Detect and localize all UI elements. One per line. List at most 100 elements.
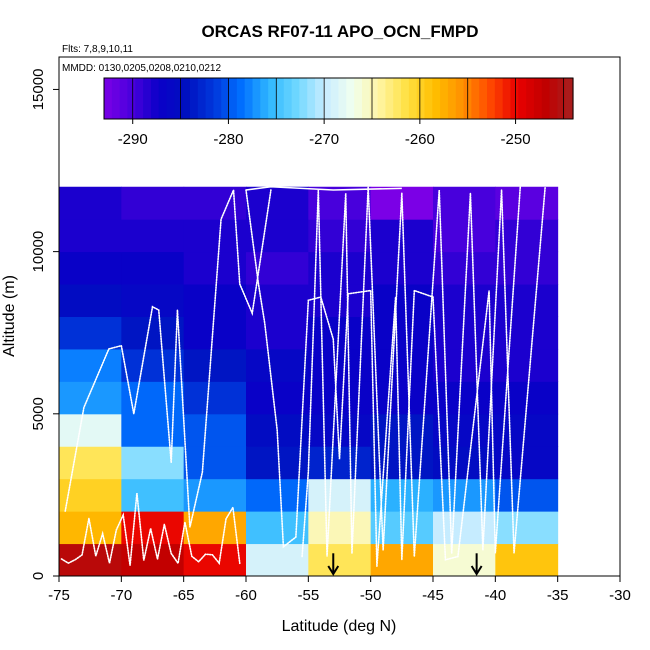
heatmap-cell	[370, 219, 434, 253]
colorbar-segment	[354, 78, 363, 119]
colorbar-segment	[401, 78, 410, 119]
colorbar-segment	[127, 78, 136, 119]
colorbar-segment	[111, 78, 121, 119]
colorbar-tick-label: -260	[405, 131, 435, 148]
y-tick-label: 0	[30, 572, 47, 580]
heatmap-cell	[433, 381, 496, 415]
plot-frame	[58, 56, 621, 577]
heatmap-cell	[495, 186, 559, 220]
heatmap-cell	[59, 543, 122, 577]
colorbar-segment	[275, 78, 285, 119]
heatmap-cell	[246, 478, 309, 512]
heatmap-cell	[433, 413, 496, 447]
colorbar-segment	[510, 78, 519, 119]
colorbar-segment	[369, 78, 379, 119]
colorbar-tick-label: -270	[309, 131, 339, 148]
heatmap-cell	[370, 316, 434, 350]
colorbar-segment	[205, 78, 215, 119]
heatmap-cell	[495, 348, 559, 382]
colorbar-segment	[533, 78, 543, 119]
flight-track	[301, 185, 547, 558]
heatmap-cell	[370, 446, 434, 480]
heatmap-cell	[308, 478, 372, 512]
colorbar-segment	[236, 78, 246, 119]
colorbar-segment	[557, 78, 566, 119]
markers	[327, 553, 483, 576]
colorbar-segment	[361, 78, 371, 119]
heatmap-cell	[433, 348, 496, 382]
y-tick-label: 15000	[30, 69, 47, 111]
heatmap-cell	[183, 543, 247, 577]
heatmap-cell	[495, 511, 559, 545]
heatmap-cell	[183, 316, 247, 350]
heatmap-cell	[183, 348, 247, 382]
colorbar-segment	[197, 78, 207, 119]
heatmap-cell	[495, 316, 559, 350]
colorbar-segment	[549, 78, 558, 119]
colorbar-segment	[291, 78, 301, 119]
colorbar-segment	[526, 78, 535, 119]
colorbar-segment	[432, 78, 441, 119]
flight-track	[245, 185, 402, 191]
heatmap-cell	[308, 348, 372, 382]
heatmap-cells	[59, 186, 559, 577]
heatmap-cell	[433, 511, 496, 545]
flight-track	[245, 185, 522, 567]
colorbar-segment	[174, 78, 183, 119]
colorbar-segment	[471, 78, 480, 119]
heatmap-cell	[433, 543, 496, 577]
colorbar-segment	[408, 78, 418, 119]
colorbar-segment	[338, 78, 347, 119]
x-tick-label: -35	[547, 587, 569, 604]
heatmap-cell	[495, 251, 559, 285]
flight-track	[60, 492, 241, 566]
colorbar-segment	[541, 78, 551, 119]
heatmap-cell	[183, 186, 247, 220]
colorbar-segment	[283, 78, 293, 119]
heatmap-cell	[308, 381, 372, 415]
heatmap-cell	[246, 446, 309, 480]
heatmap-cell	[246, 219, 309, 253]
colorbar-segment	[322, 78, 332, 119]
heatmap-cell	[183, 251, 247, 285]
heatmap-cell	[59, 186, 122, 220]
colorbar-segment	[143, 78, 152, 119]
colorbar-segment	[377, 78, 386, 119]
colorbar-segment	[244, 78, 254, 119]
heatmap-cell	[121, 219, 185, 253]
colorbar-segment	[221, 78, 230, 119]
heatmap-cell	[121, 251, 185, 285]
x-axis: -75 -70 -65 -60 -55 -50 -45 -40 -35 -30	[48, 576, 631, 604]
heatmap-cell	[59, 284, 122, 317]
heatmap-cell	[308, 251, 372, 285]
heatmap-cell	[121, 186, 185, 220]
colorbar-segment	[189, 78, 199, 119]
heatmap-cell	[121, 316, 185, 350]
heatmap-cell	[433, 446, 496, 480]
heatmap-cell	[121, 413, 185, 447]
colorbar-segment	[158, 78, 168, 119]
colorbar-segment	[424, 78, 433, 119]
x-tick-label: -30	[609, 587, 631, 604]
heatmap-cell	[183, 478, 247, 512]
colorbar-segment	[182, 78, 191, 119]
dates-note: MMDD: 0130,0205,0208,0210,0212	[62, 63, 221, 74]
heatmap-cell	[59, 316, 122, 350]
heatmap-cell	[121, 348, 185, 382]
x-axis-label: Latitude (deg N)	[282, 618, 397, 635]
colorbar-segment	[119, 78, 129, 119]
x-tick-label: -60	[235, 587, 257, 604]
y-axis-label: Altitude (m)	[1, 275, 18, 357]
down-arrow-marker	[470, 553, 483, 576]
heatmap-cell	[121, 284, 185, 317]
heatmap-cell	[59, 348, 122, 382]
colorbar-segment	[229, 78, 238, 119]
colorbar-tick-label: -280	[213, 131, 243, 148]
colorbar-segment	[346, 78, 355, 119]
colorbar-segment	[150, 78, 160, 119]
colorbar-segment	[455, 78, 465, 119]
colorbar-segment	[565, 78, 574, 119]
colorbar-segment	[440, 78, 449, 119]
y-tick-label: 5000	[30, 397, 47, 430]
